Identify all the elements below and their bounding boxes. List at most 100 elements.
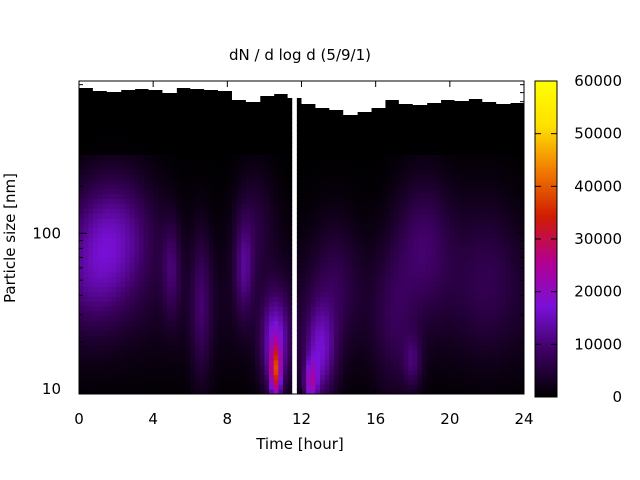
heatmap-cell [380, 183, 386, 190]
heatmap-cell [241, 330, 247, 336]
heatmap-cell [366, 139, 372, 146]
heatmap-cell [83, 281, 89, 288]
heatmap-cell [116, 188, 122, 195]
heatmap-cell [180, 222, 187, 229]
heatmap-cell [278, 242, 284, 248]
heatmap-cell [143, 340, 150, 346]
heatmap-cell [278, 213, 284, 219]
heatmap-cell [403, 335, 409, 341]
heatmap-cell [92, 149, 99, 155]
heatmap-cell [282, 188, 289, 195]
heatmap-cell [422, 154, 428, 160]
heatmap-cell [139, 193, 145, 199]
heatmap-cell [301, 349, 307, 356]
heatmap-cell [129, 198, 136, 204]
heatmap-cell [194, 144, 201, 151]
heatmap-cell [116, 227, 122, 234]
heatmap-cell [384, 242, 391, 248]
heatmap-cell [139, 266, 145, 273]
heatmap-cell [120, 110, 126, 116]
heatmap-cell [79, 144, 85, 151]
heatmap-cell [111, 217, 117, 224]
heatmap-cell [375, 325, 381, 332]
heatmap-cell [422, 389, 428, 394]
heatmap-cell [301, 359, 307, 366]
heatmap-cell [79, 330, 85, 336]
heatmap-cell [408, 310, 414, 317]
heatmap-cell [310, 276, 317, 283]
heatmap-cell [204, 359, 210, 366]
heatmap-cell [171, 271, 177, 278]
heatmap-cell [278, 379, 284, 385]
heatmap-cell [162, 247, 168, 253]
heatmap-cell [250, 369, 256, 376]
heatmap-cell [162, 178, 168, 185]
heatmap-cell [134, 349, 140, 356]
heatmap-cell [185, 149, 191, 155]
heatmap-cell [264, 369, 270, 376]
heatmap-cell [157, 345, 164, 351]
heatmap-cell [250, 227, 256, 234]
heatmap-cell [301, 154, 307, 160]
heatmap-cell [241, 369, 247, 376]
heatmap-cell [255, 276, 261, 283]
heatmap-cell [333, 217, 340, 224]
heatmap-cell [296, 379, 303, 385]
heatmap-cell [384, 237, 391, 243]
heatmap-cell [111, 164, 117, 170]
heatmap-cell [125, 139, 131, 146]
heatmap-cell [347, 310, 354, 317]
heatmap-cell [292, 252, 298, 258]
heatmap-cell [264, 198, 270, 204]
heatmap-cell [394, 193, 400, 199]
heatmap-cell [167, 178, 173, 185]
heatmap-cell [245, 169, 252, 175]
heatmap-cell [366, 286, 372, 292]
heatmap-cell [129, 315, 136, 322]
heatmap-cell [157, 203, 164, 209]
heatmap-cell [83, 276, 89, 283]
heatmap-cell [204, 208, 210, 214]
heatmap-cell [431, 374, 437, 380]
heatmap-cell [324, 281, 330, 288]
heatmap-cell [204, 345, 210, 351]
heatmap-cell [153, 115, 159, 121]
heatmap-cell [320, 159, 326, 165]
heatmap-cell [357, 217, 363, 224]
heatmap-cell [301, 266, 307, 273]
heatmap-cell [366, 217, 372, 224]
heatmap-cell [208, 90, 215, 97]
heatmap-cell [139, 227, 145, 234]
heatmap-cell [222, 125, 228, 131]
heatmap-cell [231, 237, 238, 243]
heatmap-cell [204, 237, 210, 243]
heatmap-cell [250, 252, 256, 258]
heatmap-cell [162, 154, 168, 160]
heatmap-cell [176, 301, 182, 307]
heatmap-cell [97, 369, 103, 376]
heatmap-cell [412, 379, 418, 385]
heatmap-cell [408, 335, 414, 341]
heatmap-cell [83, 252, 89, 258]
heatmap-cell [361, 227, 367, 234]
heatmap-cell [143, 213, 150, 219]
heatmap-cell [83, 374, 89, 380]
heatmap-cell [371, 213, 377, 219]
heatmap-cell [324, 266, 330, 273]
heatmap-cell [357, 345, 363, 351]
heatmap-cell [320, 291, 326, 297]
heatmap-cell [167, 95, 173, 102]
heatmap-cell [241, 315, 247, 322]
heatmap-cell [357, 203, 363, 209]
heatmap-cell [88, 389, 94, 394]
heatmap-cell [245, 183, 252, 190]
heatmap-cell [408, 379, 414, 385]
heatmap-cell [83, 389, 89, 394]
heatmap-cell [347, 169, 354, 175]
heatmap-cell [347, 286, 354, 292]
heatmap-cell [431, 286, 437, 292]
heatmap-cell [366, 315, 372, 322]
heatmap-cell [143, 125, 150, 131]
heatmap-cell [185, 237, 191, 243]
heatmap-cell [111, 183, 117, 190]
